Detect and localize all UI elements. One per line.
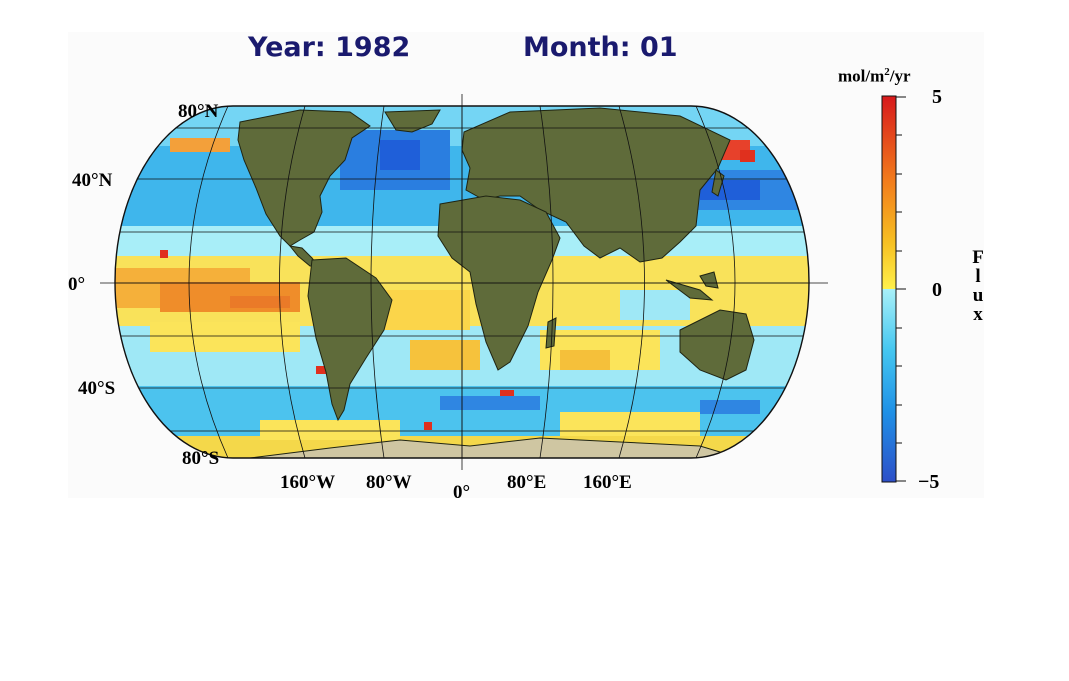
month-title: Month: 01: [523, 32, 678, 63]
lat-label-80n: 80°N: [178, 101, 219, 122]
colorbar-unit: mol/m2/yr: [838, 66, 911, 87]
map-outline: [114, 105, 810, 459]
lat-label-80s: 80°S: [182, 448, 220, 469]
colorbar: [881, 95, 897, 483]
colorbar-max-label: 5: [932, 86, 942, 108]
lon-label-160e: 160°E: [583, 472, 632, 493]
year-title: Year: 1982: [248, 32, 411, 63]
colorbar-min-label: −5: [918, 471, 940, 493]
unit-superscript: 2: [884, 66, 890, 78]
lon-label-0: 0°: [453, 482, 471, 503]
colorbar-title-letter: x: [973, 304, 983, 325]
colorbar-title-letter: u: [972, 285, 984, 306]
unit-base: mol/m: [838, 66, 885, 86]
colorbar-title: F l u x: [970, 248, 986, 324]
unit-tail: /yr: [889, 66, 911, 86]
lon-label-80e: 80°E: [507, 472, 547, 493]
colorbar-title-letter: F: [972, 247, 984, 268]
colorbar-title-letter: l: [975, 266, 981, 287]
land-masses: [237, 107, 755, 458]
colorbar-ticks: [896, 96, 906, 482]
colorbar-mid-label: 0: [932, 279, 942, 301]
lat-label-40s: 40°S: [78, 378, 116, 399]
lat-label-0: 0°: [68, 274, 86, 295]
lat-label-40n: 40°N: [72, 170, 113, 191]
lon-label-80w: 80°W: [366, 472, 412, 493]
lon-label-160w: 160°W: [280, 472, 336, 493]
